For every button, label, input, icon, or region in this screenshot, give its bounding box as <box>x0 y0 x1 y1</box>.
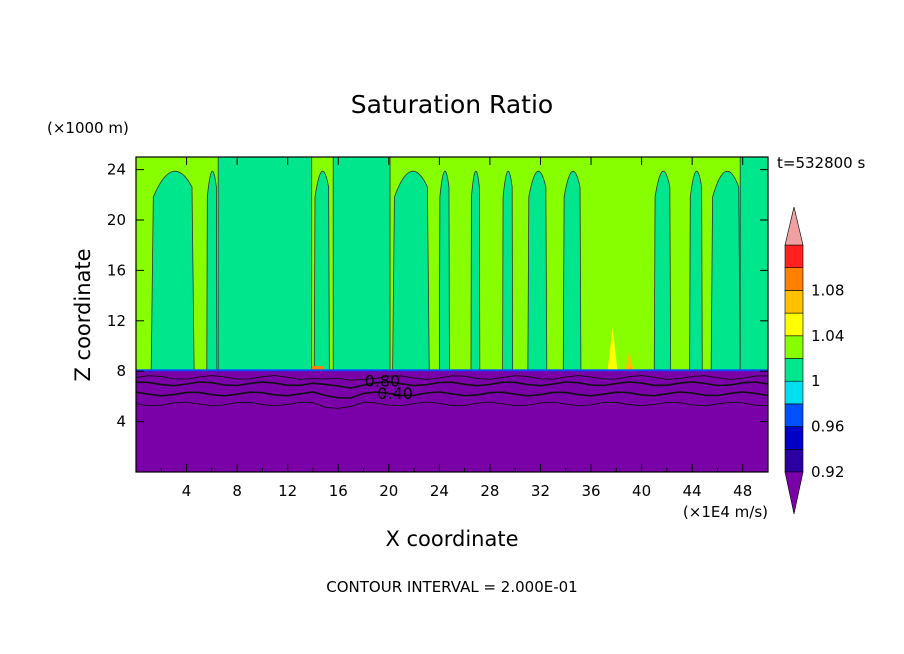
contour-line-2 <box>136 391 768 399</box>
x-tick-label-8: 36 <box>581 482 600 500</box>
y-tick-label-3: 16 <box>107 261 126 279</box>
contour-label-1: 0.40 <box>377 384 413 403</box>
plot-area: 0.800.40 <box>136 157 768 472</box>
x-tick-label-7: 32 <box>531 482 550 500</box>
colorbar-swatch-6 <box>784 312 804 337</box>
supersat-spot-b <box>625 352 635 372</box>
contour-column-1 <box>206 171 218 372</box>
x-axis-label: X coordinate <box>385 527 518 551</box>
colorbar: 0.92 0.96 1 1.04 1.08 <box>784 206 844 515</box>
y-axis-label: Z coordinate <box>71 248 95 381</box>
colorbar-label-0: 0.92 <box>811 463 844 481</box>
x-tick-label-6: 28 <box>480 482 499 500</box>
contour-column-5 <box>470 171 481 372</box>
colorbar-swatch-2 <box>784 403 804 427</box>
colorbar-label-3: 1.04 <box>811 327 844 345</box>
lower-layer <box>136 371 768 472</box>
colorbar-swatch-0 <box>784 448 804 473</box>
contour-line-0 <box>136 375 768 381</box>
contour-column-4 <box>438 171 450 372</box>
contour-region-left <box>217 157 313 372</box>
contour-column-2 <box>313 171 330 372</box>
y-tick-label-2: 12 <box>107 312 126 330</box>
y-tick-label-1: 8 <box>116 362 126 380</box>
contour-region-right <box>739 157 768 372</box>
x-tick-label-2: 12 <box>278 482 297 500</box>
colorbar-under-arrow <box>784 471 804 515</box>
contour-column-11 <box>710 170 741 372</box>
contour-column-7 <box>527 171 548 372</box>
contour-line-3 <box>136 401 768 409</box>
y-tick-label-5: 24 <box>107 161 126 179</box>
x-unit-label: (×1E4 m/s) <box>683 503 768 521</box>
contour-column-0 <box>150 170 195 372</box>
colorbar-swatch-3 <box>784 380 804 405</box>
colorbar-over-arrow <box>784 206 804 246</box>
x-tick-label-9: 40 <box>632 482 651 500</box>
contour-column-8 <box>562 171 582 372</box>
colorbar-swatch-9 <box>784 244 804 269</box>
contour-label-0: 0.80 <box>365 371 401 390</box>
contour-column-3 <box>392 170 430 372</box>
colorbar-label-2: 1 <box>811 372 821 390</box>
y-tick-label-4: 20 <box>107 211 126 229</box>
x-tick-label-11: 48 <box>733 482 752 500</box>
field-group <box>136 157 768 472</box>
x-tick-label-5: 24 <box>430 482 449 500</box>
contour-region-center <box>332 157 391 372</box>
y-tick-label-0: 4 <box>116 413 126 431</box>
y-unit-label: (×1000 m) <box>47 119 129 137</box>
x-tick-label-4: 20 <box>379 482 398 500</box>
contour-column-6 <box>502 171 514 372</box>
colorbar-swatch-8 <box>784 267 804 291</box>
plot-frame <box>135 156 769 473</box>
colorbar-label-1: 0.96 <box>811 418 844 436</box>
contour-column-10 <box>689 171 703 372</box>
x-tick-label-3: 16 <box>329 482 348 500</box>
colorbar-swatch-1 <box>784 426 804 450</box>
chart-title: Saturation Ratio <box>351 90 553 119</box>
time-label: t=532800 s <box>777 154 865 172</box>
colorbar-swatch-5 <box>784 335 804 359</box>
contour-column-9 <box>653 171 672 372</box>
contour-line-1 <box>136 381 768 389</box>
colorbar-swatch-4 <box>784 358 804 382</box>
x-tick-label-0: 4 <box>182 482 192 500</box>
contour-interval-label: CONTOUR INTERVAL = 2.000E-01 <box>326 578 577 596</box>
supersat-spot-a <box>607 327 618 372</box>
x-tick-label-10: 44 <box>683 482 702 500</box>
colorbar-label-4: 1.08 <box>811 281 844 299</box>
colorbar-swatch-7 <box>784 290 804 314</box>
supersat-spot-c <box>311 366 324 372</box>
x-tick-label-1: 8 <box>232 482 242 500</box>
